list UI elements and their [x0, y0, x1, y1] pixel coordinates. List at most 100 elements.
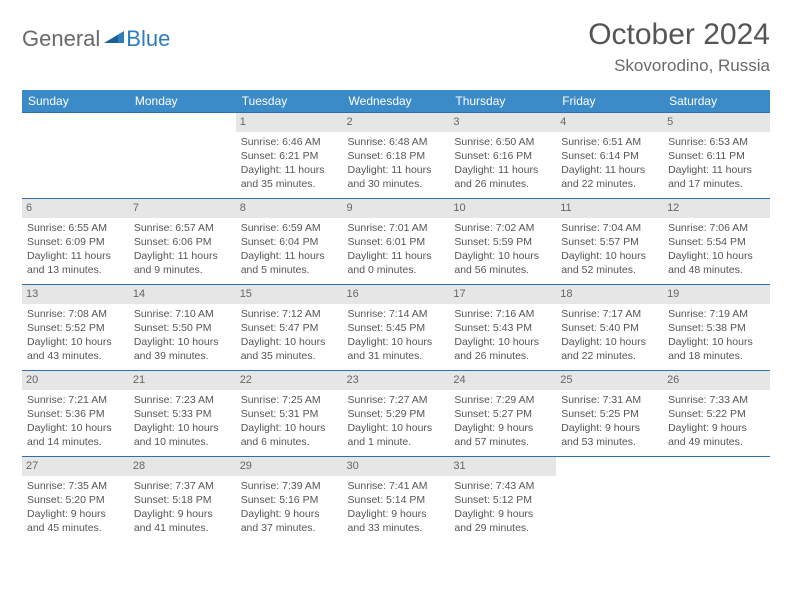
weekday-header: Sunday	[22, 90, 129, 113]
week-row: 6Sunrise: 6:55 AMSunset: 6:09 PMDaylight…	[22, 199, 770, 285]
day-cell: 27Sunrise: 7:35 AMSunset: 5:20 PMDayligh…	[22, 457, 129, 543]
sunrise-line: Sunrise: 7:21 AM	[27, 393, 124, 407]
sunset-line: Sunset: 5:12 PM	[454, 493, 551, 507]
day-number: 2	[343, 113, 450, 132]
sunrise-line: Sunrise: 7:14 AM	[348, 307, 445, 321]
daylight-line: Daylight: 10 hours and 48 minutes.	[668, 249, 765, 277]
daylight-line: Daylight: 11 hours and 22 minutes.	[561, 163, 658, 191]
daylight-line: Daylight: 9 hours and 53 minutes.	[561, 421, 658, 449]
day-number: 9	[343, 199, 450, 218]
day-cell: 26Sunrise: 7:33 AMSunset: 5:22 PMDayligh…	[663, 371, 770, 457]
sunrise-line: Sunrise: 7:33 AM	[668, 393, 765, 407]
daylight-line: Daylight: 11 hours and 13 minutes.	[27, 249, 124, 277]
sunset-line: Sunset: 5:52 PM	[27, 321, 124, 335]
day-number: 15	[236, 285, 343, 304]
sunset-line: Sunset: 5:38 PM	[668, 321, 765, 335]
month-title: October 2024	[588, 18, 770, 52]
sunrise-line: Sunrise: 7:04 AM	[561, 221, 658, 235]
daylight-line: Daylight: 10 hours and 26 minutes.	[454, 335, 551, 363]
sunrise-line: Sunrise: 7:23 AM	[134, 393, 231, 407]
daylight-line: Daylight: 10 hours and 43 minutes.	[27, 335, 124, 363]
day-number: 14	[129, 285, 236, 304]
daylight-line: Daylight: 10 hours and 39 minutes.	[134, 335, 231, 363]
sunset-line: Sunset: 5:40 PM	[561, 321, 658, 335]
sunrise-line: Sunrise: 7:08 AM	[27, 307, 124, 321]
sunset-line: Sunset: 5:25 PM	[561, 407, 658, 421]
sunrise-line: Sunrise: 6:46 AM	[241, 135, 338, 149]
sunrise-line: Sunrise: 7:17 AM	[561, 307, 658, 321]
daylight-line: Daylight: 11 hours and 5 minutes.	[241, 249, 338, 277]
sunrise-line: Sunrise: 7:43 AM	[454, 479, 551, 493]
sunset-line: Sunset: 5:29 PM	[348, 407, 445, 421]
daylight-line: Daylight: 10 hours and 35 minutes.	[241, 335, 338, 363]
day-number: 19	[663, 285, 770, 304]
day-number: 24	[449, 371, 556, 390]
sunset-line: Sunset: 5:47 PM	[241, 321, 338, 335]
title-block: October 2024 Skovorodino, Russia	[588, 18, 770, 76]
daylight-line: Daylight: 11 hours and 9 minutes.	[134, 249, 231, 277]
sunrise-line: Sunrise: 7:25 AM	[241, 393, 338, 407]
day-number: 18	[556, 285, 663, 304]
sunset-line: Sunset: 5:43 PM	[454, 321, 551, 335]
calendar-table: SundayMondayTuesdayWednesdayThursdayFrid…	[22, 90, 770, 543]
day-cell: 23Sunrise: 7:27 AMSunset: 5:29 PMDayligh…	[343, 371, 450, 457]
sunrise-line: Sunrise: 7:41 AM	[348, 479, 445, 493]
daylight-line: Daylight: 10 hours and 52 minutes.	[561, 249, 658, 277]
sunset-line: Sunset: 6:16 PM	[454, 149, 551, 163]
sunrise-line: Sunrise: 6:48 AM	[348, 135, 445, 149]
daylight-line: Daylight: 9 hours and 33 minutes.	[348, 507, 445, 535]
sunrise-line: Sunrise: 6:51 AM	[561, 135, 658, 149]
day-cell: 7Sunrise: 6:57 AMSunset: 6:06 PMDaylight…	[129, 199, 236, 285]
weekday-header-row: SundayMondayTuesdayWednesdayThursdayFrid…	[22, 90, 770, 113]
sunset-line: Sunset: 6:06 PM	[134, 235, 231, 249]
daylight-line: Daylight: 9 hours and 57 minutes.	[454, 421, 551, 449]
weekday-header: Tuesday	[236, 90, 343, 113]
daylight-line: Daylight: 11 hours and 17 minutes.	[668, 163, 765, 191]
day-number: 13	[22, 285, 129, 304]
day-cell: 28Sunrise: 7:37 AMSunset: 5:18 PMDayligh…	[129, 457, 236, 543]
empty-cell	[556, 457, 663, 543]
sunset-line: Sunset: 5:20 PM	[27, 493, 124, 507]
day-cell: 15 Sunrise: 7:12 AMSunset: 5:47 PMDayligh…	[236, 285, 343, 371]
day-number: 28	[129, 457, 236, 476]
day-cell: 1Sunrise: 6:46 AMSunset: 6:21 PMDaylight…	[236, 113, 343, 199]
sunrise-line: Sunrise: 7:31 AM	[561, 393, 658, 407]
sunrise-line: Sunrise: 7:06 AM	[668, 221, 765, 235]
day-cell: 25 Sunrise: 7:31 AMSunset: 5:25 PMDayligh…	[556, 371, 663, 457]
day-cell: 30Sunrise: 7:41 AMSunset: 5:14 PMDayligh…	[343, 457, 450, 543]
sunset-line: Sunset: 5:14 PM	[348, 493, 445, 507]
day-cell: 10Sunrise: 7:02 AMSunset: 5:59 PMDayligh…	[449, 199, 556, 285]
sunset-line: Sunset: 5:36 PM	[27, 407, 124, 421]
week-row: 27Sunrise: 7:35 AMSunset: 5:20 PMDayligh…	[22, 457, 770, 543]
sunset-line: Sunset: 6:01 PM	[348, 235, 445, 249]
sunset-line: Sunset: 6:04 PM	[241, 235, 338, 249]
daylight-line: Daylight: 10 hours and 22 minutes.	[561, 335, 658, 363]
sunset-line: Sunset: 5:45 PM	[348, 321, 445, 335]
sunset-line: Sunset: 5:54 PM	[668, 235, 765, 249]
daylight-line: Daylight: 10 hours and 31 minutes.	[348, 335, 445, 363]
daylight-line: Daylight: 9 hours and 45 minutes.	[27, 507, 124, 535]
day-cell: 12Sunrise: 7:06 AMSunset: 5:54 PMDayligh…	[663, 199, 770, 285]
day-cell: 2Sunrise: 6:48 AMSunset: 6:18 PMDaylight…	[343, 113, 450, 199]
empty-cell	[663, 457, 770, 543]
sunset-line: Sunset: 5:31 PM	[241, 407, 338, 421]
daylight-line: Daylight: 9 hours and 37 minutes.	[241, 507, 338, 535]
day-cell: 19Sunrise: 7:19 AMSunset: 5:38 PMDayligh…	[663, 285, 770, 371]
sunrise-line: Sunrise: 7:12 AM	[241, 307, 338, 321]
sunset-line: Sunset: 5:27 PM	[454, 407, 551, 421]
logo-text-general: General	[22, 26, 100, 52]
day-cell: 17Sunrise: 7:16 AMSunset: 5:43 PMDayligh…	[449, 285, 556, 371]
day-number: 25	[556, 371, 663, 390]
weekday-header: Friday	[556, 90, 663, 113]
empty-cell	[22, 113, 129, 199]
daylight-line: Daylight: 10 hours and 10 minutes.	[134, 421, 231, 449]
sunrise-line: Sunrise: 6:55 AM	[27, 221, 124, 235]
day-number: 6	[22, 199, 129, 218]
sunset-line: Sunset: 5:50 PM	[134, 321, 231, 335]
daylight-line: Daylight: 10 hours and 14 minutes.	[27, 421, 124, 449]
day-cell: 6Sunrise: 6:55 AMSunset: 6:09 PMDaylight…	[22, 199, 129, 285]
daylight-line: Daylight: 9 hours and 49 minutes.	[668, 421, 765, 449]
day-number: 22	[236, 371, 343, 390]
sunrise-line: Sunrise: 7:10 AM	[134, 307, 231, 321]
day-cell: 20Sunrise: 7:21 AMSunset: 5:36 PMDayligh…	[22, 371, 129, 457]
